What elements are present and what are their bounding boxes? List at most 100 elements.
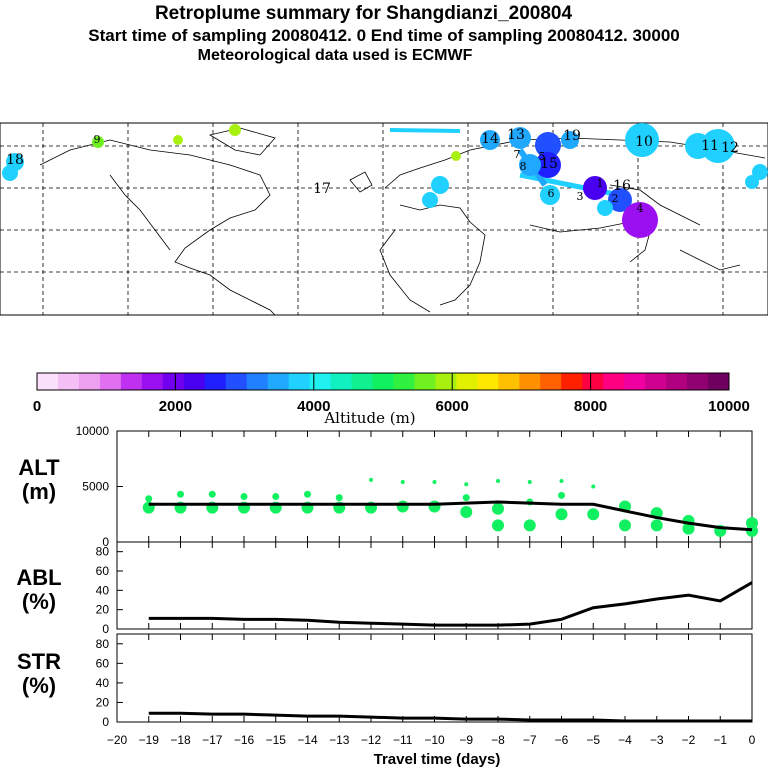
str-y-tick-label: 0 (102, 715, 109, 729)
colorbar-axis-label: Altitude (m) (323, 409, 415, 427)
x-tick-label: −16 (234, 733, 255, 747)
map-plume-blob (173, 135, 183, 145)
colorbar-tick-label: 2000 (159, 398, 192, 415)
x-axis-label: Travel time (days) (374, 751, 501, 768)
map-coastline (379, 229, 431, 313)
altitude-colorbar: 0 2000 4000 6000 8000 10000 Altitude (m) (33, 372, 750, 427)
alt-scatter-point (492, 502, 504, 515)
abl-frame (116, 541, 753, 630)
alt-scatter-point (304, 490, 311, 498)
map-track-segment (389, 128, 461, 133)
colorbar-swatch (414, 373, 436, 390)
colorbar-swatch (267, 373, 290, 390)
abl-label-line2: (%) (21, 589, 57, 614)
colorbar-swatch (708, 373, 730, 390)
alt-label-line1: ALT (18, 455, 60, 480)
alt-scatter-point (591, 484, 596, 489)
colorbar-swatch (666, 373, 688, 390)
map-day-label: 16 (613, 178, 631, 194)
map-plume-blob (229, 124, 241, 136)
map-plume-blob (583, 176, 607, 200)
alt-y-tick-label: 5000 (82, 480, 109, 494)
colorbar-swatch (393, 373, 415, 390)
map-day-label: 11 (701, 138, 719, 154)
colorbar-swatch (204, 373, 227, 390)
alt-scatter-point (177, 490, 184, 498)
alt-panel-label: ALT (m) (9, 456, 69, 504)
map-day-label: 18 (6, 152, 24, 168)
colorbar-swatch (519, 373, 541, 390)
alt-scatter-point (558, 491, 565, 499)
map-day-label: 15 (540, 156, 558, 172)
colorbar-swatch (687, 373, 709, 390)
map-plume-blob (509, 127, 531, 149)
colorbar-swatch (57, 373, 80, 390)
map-coastline (349, 171, 373, 193)
map-day-label: 1 (597, 177, 604, 190)
map-plume-blob (535, 152, 561, 178)
x-tick-label: −18 (170, 733, 191, 747)
colorbar-swatch (162, 373, 185, 390)
map-plume-blob (597, 200, 613, 216)
colorbar-swatch (624, 373, 646, 390)
map-day-label: 10 (635, 134, 653, 150)
map-coastline (39, 139, 271, 269)
alt-scatter-point (746, 517, 758, 530)
abl-y-tick-label: 20 (96, 603, 110, 617)
alt-panel: 0 5000 10000 (76, 424, 758, 549)
map-plume-blob (752, 164, 768, 180)
map-coastline (109, 174, 171, 251)
str-y-tick-label: 80 (96, 637, 110, 651)
map-day-label: 14 (481, 131, 499, 147)
str-label-line2: (%) (21, 673, 57, 698)
map-plume-blob (451, 151, 461, 161)
colorbar-swatch (330, 373, 353, 390)
colorbar-swatch (246, 373, 269, 390)
abl-y-tick-label: 80 (96, 545, 110, 559)
x-tick-label: −20 (107, 733, 128, 747)
alt-scatter-point (555, 508, 568, 521)
abl-panel-label: ABL (%) (9, 566, 69, 614)
colorbar-swatch (141, 373, 164, 390)
colorbar-swatch (561, 373, 583, 390)
alt-scatter-point (396, 500, 409, 513)
str-frame (116, 633, 753, 723)
str-y-tick-label: 20 (96, 695, 110, 709)
alt-scatter-point (650, 519, 663, 532)
str-y-tick-label: 60 (96, 656, 110, 670)
map-coastline (679, 249, 741, 271)
map-plume-blob (431, 176, 449, 194)
map-day-label: 12 (721, 140, 739, 156)
colorbar-swatch (225, 373, 248, 390)
colorbar-swatch (183, 373, 206, 390)
colorbar-tick-label: 0 (33, 398, 41, 415)
map-plume-blob (2, 165, 18, 181)
x-axis: −20 −19 −18 −17 −16 −15 −14 −13 −12 −11 −10 −9 −8 −7−… (107, 733, 756, 768)
map-day-label: 13 (507, 127, 525, 143)
abl-series-line (148, 581, 753, 627)
map-plume-blob (685, 133, 711, 159)
alt-scatter-point (460, 506, 473, 519)
alt-y-tick-label: 10000 (76, 424, 110, 438)
x-tick-label: −1 (713, 733, 727, 747)
colorbar-swatch (603, 373, 625, 390)
x-tick-label: −19 (139, 733, 160, 747)
alt-scatter-point (523, 519, 536, 532)
str-label-line1: STR (17, 649, 61, 674)
alt-y-tick-label: 0 (102, 535, 109, 549)
map-plume-blob (540, 185, 560, 205)
colorbar-swatch (288, 373, 311, 390)
map-day-label: 9 (94, 133, 101, 146)
map-day-label: 17 (313, 181, 331, 197)
colorbar-tick-label: 6000 (436, 398, 469, 415)
map-day-label: 3 (577, 190, 584, 203)
alt-scatter-point (272, 492, 280, 500)
colorbar-swatch (456, 373, 478, 390)
x-tick-label: −5 (586, 733, 600, 747)
colorbar-swatch (435, 373, 457, 390)
alt-scatter-point (462, 494, 470, 502)
map-day-label: 6 (548, 187, 555, 200)
x-tick-label: −15 (266, 733, 287, 747)
